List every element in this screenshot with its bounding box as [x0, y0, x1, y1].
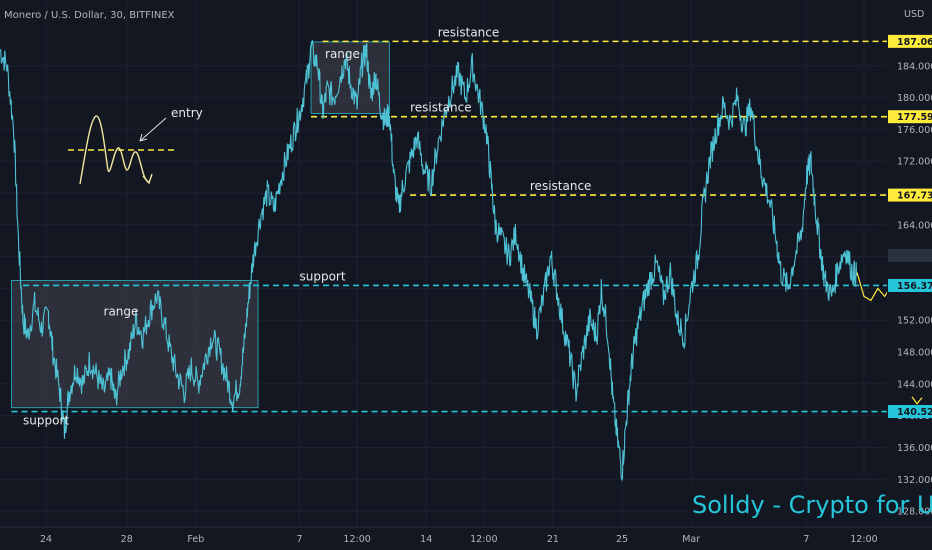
level-labels: support support resistance resistance resist…	[23, 25, 591, 427]
watermark-background	[689, 486, 887, 522]
entry-wave-arrowhead	[142, 173, 153, 185]
time-axis: 24 28 Feb 7 12:00 14 12:00 21 25 Mar 7 12:00	[40, 534, 878, 545]
price-tag-bg-4	[888, 405, 932, 419]
resistance-top-label: resistance	[438, 25, 500, 39]
entry-pointer-line	[139, 117, 167, 142]
price-series-line	[0, 40, 858, 482]
x-tick-label-2: Feb	[187, 534, 204, 545]
x-tick-label-7: 21	[547, 534, 559, 545]
range-box-top-label: range	[325, 47, 360, 61]
support-label: support	[300, 269, 346, 283]
y-tick-label-4: 144.000	[897, 379, 932, 390]
entry-label: entry	[171, 106, 203, 120]
resistance-low-label: resistance	[530, 179, 592, 193]
y-tick-label-0: 128.000	[897, 507, 932, 518]
watermark-text: Solldy - Crypto for U	[692, 491, 932, 519]
price-tag-bg-2	[888, 188, 932, 202]
projection-arrowhead	[911, 396, 923, 405]
price-tags: 187.067 177.595 167.737 156.373 140.522	[888, 34, 932, 419]
y-tick-label-11: 172.000	[897, 157, 932, 168]
x-tick-label-1: 28	[121, 534, 133, 545]
price-tag-label-1: 177.595	[897, 112, 932, 123]
horizontal-levels	[11, 40, 887, 413]
x-tick-label-3: 7	[296, 534, 302, 545]
x-tick-label-5: 14	[420, 534, 432, 545]
entry-wave-path	[79, 115, 149, 185]
y-tick-label-6: 152.000	[897, 316, 932, 327]
y-tick-label-13: 180.000	[897, 93, 932, 104]
time-axis-background	[0, 527, 932, 550]
entry-pointer-arrowhead	[139, 133, 148, 142]
x-tick-label-11: 12:00	[850, 534, 877, 545]
x-tick-label-10: 7	[803, 534, 809, 545]
price-tag-label-4: 140.522	[897, 407, 932, 418]
current-price-tag	[888, 249, 932, 262]
price-tag-label-0: 187.067	[897, 37, 932, 48]
chart-title: Monero / U.S. Dollar, 30, BITFINEX	[4, 10, 175, 21]
y-tick-label-1: 132.000	[897, 475, 932, 486]
range-box-left-label: range	[104, 304, 139, 318]
y-tick-label-14: 184.000	[897, 61, 932, 72]
support-low-label: support	[23, 414, 69, 428]
price-tag-bg-0	[888, 34, 932, 48]
current-price-tag-bg	[888, 249, 932, 262]
price-tag-bg-1	[888, 110, 932, 124]
price-axis-background	[887, 0, 932, 550]
entry-sketch: entry	[68, 106, 203, 185]
x-tick-label-9: Mar	[682, 534, 700, 545]
price-tag-bg-3	[888, 278, 932, 292]
y-tick-label-2: 136.000	[897, 443, 932, 454]
x-tick-label-6: 12:00	[470, 534, 497, 545]
y-tick-label-12: 176.000	[897, 125, 932, 136]
y-tick-label-9: 164.000	[897, 220, 932, 231]
x-tick-label-4: 12:00	[343, 534, 370, 545]
watermark: Solldy - Crypto for U	[689, 486, 932, 522]
price-tag-label-2: 167.737	[897, 191, 932, 202]
x-tick-label-0: 24	[40, 534, 52, 545]
resistance-mid-label: resistance	[410, 101, 472, 115]
y-tick-label-5: 148.000	[897, 348, 932, 359]
currency-label: USD	[904, 9, 924, 20]
price-tag-label-3: 156.373	[897, 281, 932, 292]
x-tick-label-8: 25	[616, 534, 628, 545]
range-box-left	[11, 280, 259, 409]
